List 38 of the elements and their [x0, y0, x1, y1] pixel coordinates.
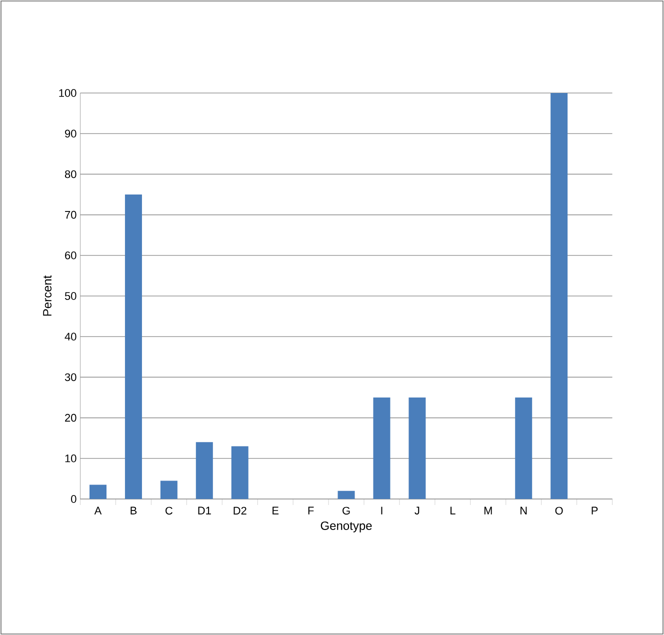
- x-tick-label: D2: [234, 506, 246, 514]
- y-tick-label: 80: [64, 170, 76, 178]
- y-tick-label: 0: [71, 495, 76, 503]
- x-tick-label: N: [520, 506, 527, 514]
- bar: [124, 194, 142, 499]
- y-tick-label: 40: [64, 332, 76, 340]
- y-axis-title: Percent: [43, 275, 52, 316]
- bar: [160, 480, 178, 499]
- x-tick-label: A: [94, 506, 102, 514]
- x-tick-label: J: [414, 506, 420, 514]
- bar: [196, 442, 213, 499]
- bar: [550, 92, 568, 499]
- y-tick-label: 30: [64, 373, 76, 382]
- y-tick-label: 100: [59, 89, 76, 97]
- x-tick-label: B: [130, 506, 137, 514]
- y-tick-label: 50: [64, 292, 76, 300]
- x-tick-label: D1: [198, 506, 211, 514]
- x-axis-title: Genotype: [320, 521, 372, 532]
- bar: [515, 398, 532, 499]
- y-tick-label: 70: [65, 210, 76, 219]
- x-tick-label: L: [450, 506, 456, 514]
- y-tick-label: 10: [65, 454, 76, 462]
- y-tick-label: 60: [65, 252, 76, 260]
- x-tick-label: G: [342, 506, 350, 515]
- y-tick-label: 20: [65, 414, 76, 422]
- x-tick-label: M: [484, 506, 492, 514]
- bar: [90, 484, 107, 499]
- x-tick-label: C: [166, 506, 172, 515]
- x-tick-label: E: [272, 506, 279, 514]
- y-tick-label: 90: [65, 130, 76, 138]
- x-tick-label: O: [555, 506, 563, 515]
- x-tick-label: P: [592, 506, 598, 514]
- bar: [373, 398, 390, 499]
- bar: [338, 490, 355, 499]
- x-tick-label: F: [308, 506, 314, 514]
- bar: [231, 446, 248, 499]
- x-tick-label: I: [381, 506, 382, 514]
- bar: [408, 398, 426, 499]
